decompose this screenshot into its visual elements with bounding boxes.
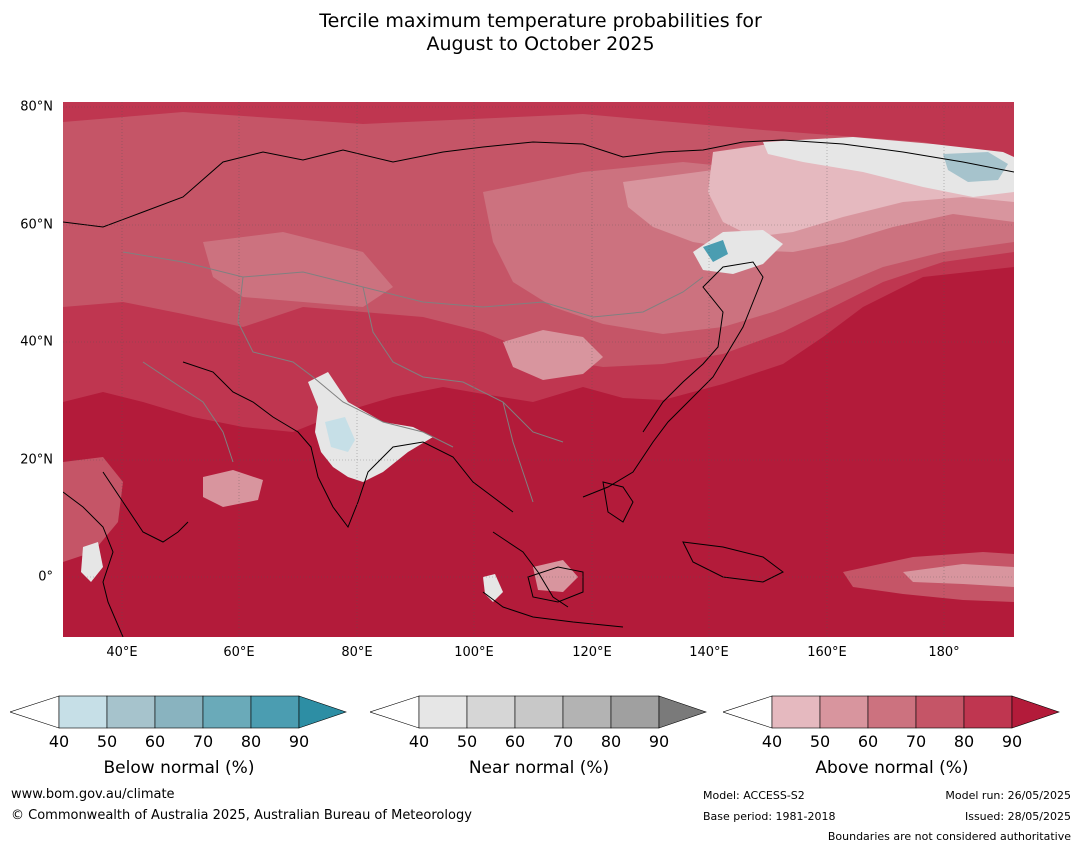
footer-copyright: © Commonwealth of Australia 2025, Austra…	[11, 808, 472, 823]
colorbar-near-tick-80: 80	[600, 732, 622, 751]
colorbar-near-segment-6	[658, 695, 707, 729]
colorbar-below-tick-50: 50	[96, 732, 118, 751]
colorbar-below-segment-6	[298, 695, 347, 729]
colorbar-above-tick-50: 50	[809, 732, 831, 751]
colorbar-below-segment-1	[58, 695, 108, 729]
lon-label-120e: 120°E	[572, 645, 612, 660]
colorbar-above-segment-0	[723, 695, 773, 729]
colorbar-above-segment-3	[867, 695, 917, 729]
lon-label-80e: 80°E	[341, 645, 373, 660]
colorbar-below-segment-3	[154, 695, 204, 729]
colorbar-above-title: Above normal (%)	[815, 758, 969, 778]
colorbar-above-tick-70: 70	[905, 732, 927, 751]
above-normal-70-patch-africa	[63, 457, 123, 562]
colorbar-near-tick-70: 70	[552, 732, 574, 751]
colorbar-below-segment-0	[10, 695, 60, 729]
colorbar-near-tick-40: 40	[408, 732, 430, 751]
colorbar-above-tick-90: 90	[1001, 732, 1023, 751]
colorbar-near-tick-60: 60	[504, 732, 526, 751]
lon-label-100e: 100°E	[454, 645, 494, 660]
colorbar-below-tick-70: 70	[192, 732, 214, 751]
lon-label-140e: 140°E	[689, 645, 729, 660]
footer-issued: Issued: 28/05/2025	[964, 810, 1071, 823]
footer-disclaimer: Boundaries are not considered authoritat…	[827, 830, 1071, 843]
country-borders	[122, 251, 704, 503]
below-normal-okhotsk-patch	[703, 240, 728, 262]
colorbar-below-title: Below normal (%)	[103, 758, 255, 778]
colorbar-below-segment-2	[106, 695, 156, 729]
near-normal-okhotsk	[693, 230, 783, 274]
colorbar-near-normal	[370, 695, 707, 729]
above-normal-50-patch-tibet	[503, 330, 603, 380]
colorbar-near-tick-90: 90	[648, 732, 670, 751]
below-normal-india-patch	[325, 417, 355, 452]
colorbar-near-segment-0	[370, 695, 420, 729]
lat-label-40n: 40°N	[20, 334, 53, 350]
colorbar-above-tick-80: 80	[953, 732, 975, 751]
footer-model: Model: ACCESS-S2	[703, 789, 805, 802]
footer-model-run: Model run: 26/05/2025	[945, 789, 1071, 802]
colorbar-near-tick-50: 50	[456, 732, 478, 751]
graticule	[63, 102, 1014, 637]
title-line-2: August to October 2025	[426, 33, 655, 55]
lon-label-40e: 40°E	[106, 645, 138, 660]
colorbar-below-tick-90: 90	[288, 732, 310, 751]
below-normal-ne-siberia	[943, 152, 1008, 182]
colorbar-below-segment-4	[202, 695, 252, 729]
lon-label-60e: 60°E	[223, 645, 255, 660]
colorbar-near-segment-2	[466, 695, 516, 729]
colorbar-below-segment-5	[250, 695, 300, 729]
colorbar-above-segment-6	[1011, 695, 1060, 729]
coastlines	[63, 139, 1014, 637]
above-normal-60-patch-west	[203, 232, 393, 307]
colorbar-above-tick-40: 40	[761, 732, 783, 751]
colorbar-near-title: Near normal (%)	[468, 758, 610, 778]
footer-base-period: Base period: 1981-2018	[703, 810, 836, 823]
lat-label-80n: 80°N	[20, 99, 53, 115]
above-normal-50-borneo	[533, 560, 578, 592]
near-normal-ne-siberia	[763, 137, 1014, 197]
colorbar-above-segment-4	[915, 695, 965, 729]
map-title: Tercile maximum temperature probabilitie…	[0, 10, 1081, 56]
near-normal-africa-patch	[81, 542, 103, 582]
colorbar-below-tick-80: 80	[240, 732, 262, 751]
colorbar-above-segment-2	[819, 695, 869, 729]
colorbar-above-segment-5	[963, 695, 1013, 729]
colorbar-above-tick-60: 60	[857, 732, 879, 751]
colorbar-near-segment-5	[610, 695, 660, 729]
above-normal-50-patch-arabia	[203, 470, 263, 507]
colorbar-near-segment-3	[514, 695, 564, 729]
probability-map	[63, 102, 1014, 637]
lat-label-60n: 60°N	[20, 217, 53, 233]
footer-website-link[interactable]: www.bom.gov.au/climate	[11, 787, 175, 802]
colorbar-above-normal	[723, 695, 1060, 729]
colorbar-above-segment-1	[771, 695, 821, 729]
lon-label-160e: 160°E	[807, 645, 847, 660]
near-normal-sumatra	[483, 574, 503, 602]
lon-label-180: 180°	[928, 645, 960, 660]
colorbar-below-normal	[10, 695, 347, 729]
lat-label-20n: 20°N	[20, 452, 53, 468]
title-line-1: Tercile maximum temperature probabilitie…	[319, 10, 762, 32]
colorbar-below-tick-60: 60	[144, 732, 166, 751]
colorbar-near-segment-1	[418, 695, 468, 729]
colorbar-below-tick-40: 40	[48, 732, 70, 751]
lat-label-0: 0°	[38, 569, 53, 585]
colorbar-near-segment-4	[562, 695, 612, 729]
above-normal-50-pacific	[903, 564, 1014, 587]
